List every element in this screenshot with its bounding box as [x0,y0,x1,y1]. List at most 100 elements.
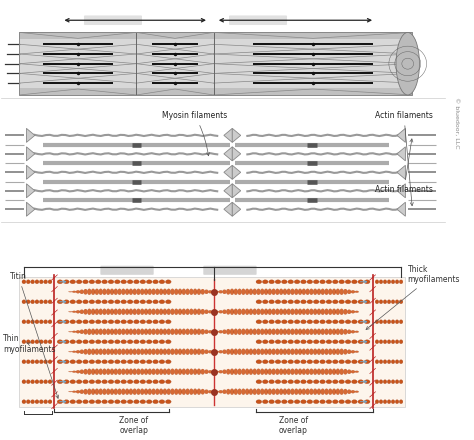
Ellipse shape [283,309,287,315]
Ellipse shape [391,280,395,284]
Ellipse shape [193,348,197,355]
Ellipse shape [375,400,379,403]
Ellipse shape [118,329,121,335]
Ellipse shape [125,348,129,355]
Ellipse shape [95,400,101,403]
Ellipse shape [298,369,302,375]
Ellipse shape [110,309,114,315]
Ellipse shape [140,289,144,295]
Ellipse shape [234,389,238,395]
Ellipse shape [159,360,165,364]
Ellipse shape [387,280,391,284]
Ellipse shape [22,360,26,364]
Ellipse shape [325,369,328,375]
Ellipse shape [395,320,399,324]
Ellipse shape [70,280,76,284]
Ellipse shape [44,340,47,344]
Ellipse shape [114,348,118,355]
Ellipse shape [165,300,171,304]
Ellipse shape [159,400,165,403]
Ellipse shape [340,369,344,375]
Ellipse shape [264,389,268,395]
Ellipse shape [298,348,302,355]
Ellipse shape [121,320,127,324]
Ellipse shape [212,291,216,293]
Ellipse shape [347,310,351,314]
Text: © bluedoor, LLC: © bluedoor, LLC [455,96,459,148]
Ellipse shape [134,340,139,344]
Ellipse shape [208,330,212,333]
Ellipse shape [301,340,306,344]
Ellipse shape [272,348,275,355]
Ellipse shape [201,309,205,315]
Ellipse shape [68,331,73,332]
Ellipse shape [144,389,148,395]
Ellipse shape [87,289,91,295]
Ellipse shape [171,309,174,315]
Ellipse shape [190,348,193,355]
Ellipse shape [307,340,313,344]
Ellipse shape [152,329,155,335]
Ellipse shape [332,360,338,364]
Ellipse shape [283,348,287,355]
Ellipse shape [178,389,182,395]
Ellipse shape [114,300,120,304]
Ellipse shape [153,320,158,324]
Ellipse shape [256,320,262,324]
Ellipse shape [159,300,165,304]
Ellipse shape [140,320,146,324]
Ellipse shape [391,320,395,324]
Ellipse shape [395,360,399,364]
Ellipse shape [294,340,300,344]
Ellipse shape [44,400,47,403]
Ellipse shape [64,320,69,324]
Ellipse shape [64,360,69,364]
Ellipse shape [159,340,165,344]
Ellipse shape [102,329,107,335]
Ellipse shape [182,329,186,335]
Ellipse shape [129,369,133,375]
Ellipse shape [159,329,163,335]
Text: Zone of
overlap: Zone of overlap [279,416,308,435]
Ellipse shape [83,309,88,315]
Ellipse shape [82,380,88,384]
Ellipse shape [146,400,152,403]
Ellipse shape [212,331,216,333]
Ellipse shape [325,309,328,315]
Ellipse shape [264,309,268,315]
Ellipse shape [133,309,137,315]
Ellipse shape [121,369,125,375]
Ellipse shape [152,309,155,315]
Ellipse shape [110,329,114,335]
Ellipse shape [102,320,108,324]
Ellipse shape [83,329,88,334]
Ellipse shape [379,380,383,384]
Ellipse shape [44,380,47,384]
Ellipse shape [80,370,84,374]
Polygon shape [224,165,232,180]
Ellipse shape [35,400,39,403]
Ellipse shape [137,329,140,335]
Ellipse shape [87,309,91,315]
Ellipse shape [165,320,171,324]
Ellipse shape [249,309,253,315]
Ellipse shape [222,290,227,294]
Ellipse shape [288,400,293,403]
Ellipse shape [358,280,364,284]
Ellipse shape [155,329,159,335]
Ellipse shape [22,400,26,403]
Ellipse shape [332,320,338,324]
Ellipse shape [391,300,395,304]
Ellipse shape [140,360,146,364]
Ellipse shape [351,390,355,393]
Ellipse shape [197,348,201,355]
Ellipse shape [82,320,88,324]
Ellipse shape [204,330,209,334]
Ellipse shape [165,340,171,344]
Ellipse shape [313,348,317,355]
Ellipse shape [279,369,283,375]
Ellipse shape [72,371,76,373]
Ellipse shape [264,289,268,295]
Ellipse shape [352,380,357,384]
Ellipse shape [313,280,319,284]
